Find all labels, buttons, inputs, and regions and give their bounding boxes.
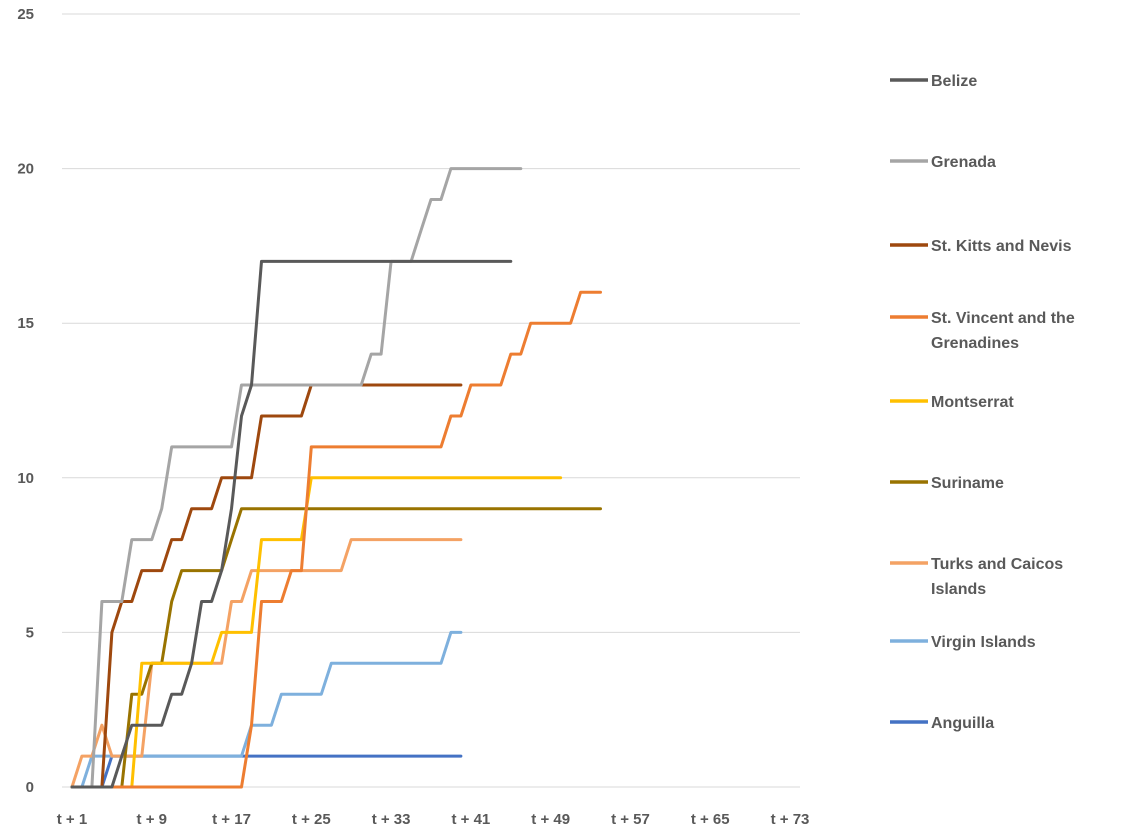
legend-label: Virgin Islands [931,634,1036,651]
legend-item-grenada: Grenada [890,154,996,171]
x-tick-label: t + 9 [137,811,167,828]
series-line-belize [70,259,513,789]
series-line-montserrat [70,476,563,789]
y-tick-label: 0 [26,779,34,796]
x-axis: t + 1 t + 9 t + 17 t + 25 t + 33 t + 41 t + 49… [57,811,810,828]
legend-label: Anguilla [931,715,994,732]
series-line-grenada [70,167,523,789]
legend-item-suriname: Suriname [890,475,1004,492]
legend-label: Montserrat [931,394,1014,411]
legend-item-turks-and-caicos-islands: Turks and Caicos Islands [890,556,1063,598]
plot-series [70,167,602,789]
y-tick-label: 5 [26,624,34,641]
gridlines [62,13,800,788]
legend-item-st-kitts-and-nevis: St. Kitts and Nevis [890,238,1072,255]
x-tick-label: t + 1 [57,811,87,828]
legend-label: Suriname [931,475,1004,492]
legend-label-line: Grenadines [931,335,1019,352]
legend-item-anguilla: Anguilla [890,715,994,732]
legend-label: Grenada [931,154,996,171]
legend-label: Turks and Caicos Islands [931,556,1063,598]
x-tick-label: t + 73 [771,811,810,828]
series-line-st-vincent-and-the-grenadines [70,290,602,789]
x-tick-label: t + 49 [531,811,570,828]
x-tick-label: t + 41 [452,811,491,828]
y-tick-label: 25 [17,6,34,23]
y-tick-label: 15 [17,315,34,332]
legend: Belize Grenada St. Kitts and Nevis St. Vinc… [890,73,1075,732]
x-tick-label: t + 17 [212,811,251,828]
y-axis: 0 5 10 15 20 25 [17,6,34,796]
x-tick-label: t + 33 [372,811,411,828]
legend-label: Belize [931,73,977,90]
legend-label-line: St. Vincent and the [931,310,1075,327]
x-tick-label: t + 65 [691,811,730,828]
legend-label: St. Vincent and the Grenadines [931,310,1075,352]
y-tick-label: 10 [17,470,34,487]
y-tick-label: 20 [17,161,34,178]
legend-label-line: Islands [931,581,986,598]
legend-item-st-vincent-and-the-grenadines: St. Vincent and the Grenadines [890,310,1075,352]
legend-item-montserrat: Montserrat [890,394,1014,411]
legend-label: St. Kitts and Nevis [931,238,1072,255]
legend-item-belize: Belize [890,73,977,90]
series-line-suriname [70,507,602,789]
series-line-turks-and-caicos-islands [70,538,463,789]
x-tick-label: t + 25 [292,811,331,828]
x-tick-label: t + 57 [611,811,650,828]
series-line-st-kitts-and-nevis [70,383,463,789]
legend-label-line: Turks and Caicos [931,556,1063,573]
legend-item-virgin-islands: Virgin Islands [890,634,1036,651]
series-line-anguilla [70,754,463,789]
